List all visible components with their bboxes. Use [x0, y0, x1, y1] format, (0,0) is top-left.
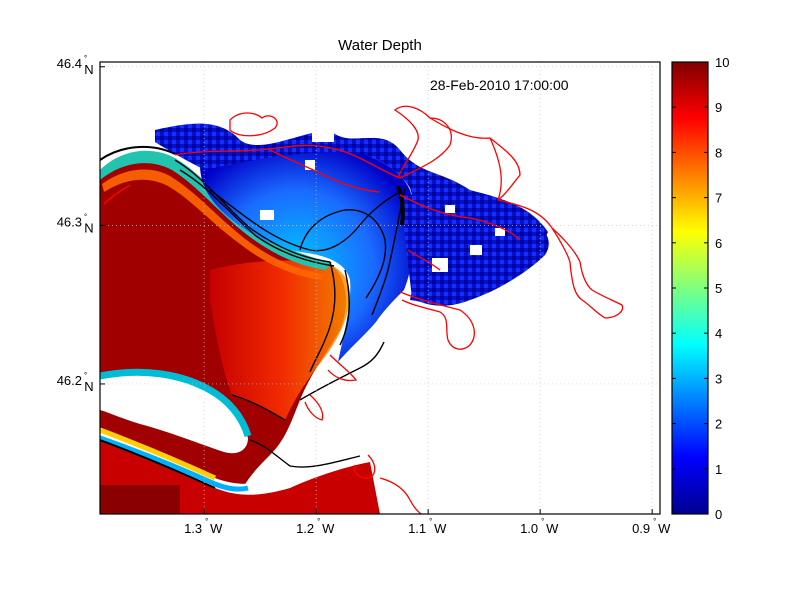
southwest-deep-patch: [100, 485, 180, 514]
colorbar-tick-label: 8: [715, 145, 722, 160]
colorbar: [671, 61, 709, 515]
depth-map: [100, 62, 660, 514]
x-tick-label: 1.0: [520, 521, 538, 536]
depth-contours: [174, 159, 406, 468]
x-axis: 1.3 ° W 1.2 ° W 1.1 ° W 1.0 ° W 0.9 ° W: [184, 509, 671, 536]
y-tick-degree: °: [84, 212, 87, 221]
colorbar-tick-label: 3: [715, 371, 722, 386]
x-tick-degree: °: [653, 517, 656, 526]
colorbar-tick-label: 7: [715, 191, 722, 206]
y-tick-hemisphere: N: [84, 62, 93, 77]
x-tick-degree: °: [541, 517, 544, 526]
x-tick-degree: °: [317, 517, 320, 526]
southwest-shore-band: [100, 427, 217, 481]
colorbar-tick-label: 2: [715, 417, 722, 432]
bay-shallow-water: [200, 150, 415, 362]
y-tick-label: 46.2: [57, 373, 82, 388]
colorbar-tick-label: 9: [715, 100, 722, 115]
x-tick-hemisphere: W: [210, 521, 223, 536]
colorbar-tick-label: 4: [715, 326, 722, 341]
x-tick-degree: °: [429, 517, 432, 526]
y-tick-degree: °: [84, 54, 87, 63]
coastline-overlay: [103, 105, 624, 514]
grid-lines: [100, 62, 660, 514]
y-tick-degree: °: [84, 371, 87, 380]
x-tick-hemisphere: W: [658, 521, 671, 536]
x-tick-label: 1.3: [184, 521, 202, 536]
colorbar-tick-label: 5: [715, 281, 722, 296]
colorbar-tick-label: 0: [715, 507, 722, 522]
flats-gaps: [260, 120, 505, 272]
bay-mouth-water: [210, 260, 351, 420]
southwest-depth-contour: [100, 439, 216, 489]
river-channel: [396, 185, 405, 226]
y-tick-hemisphere: N: [84, 379, 93, 394]
southwest-shore-band-blue: [100, 435, 249, 492]
x-tick-label: 0.9: [632, 521, 650, 536]
chart-title: Water Depth: [338, 37, 422, 54]
north-shore-orange-band: [102, 169, 324, 280]
x-tick-label: 1.2: [296, 521, 314, 536]
x-tick-hemisphere: W: [546, 521, 559, 536]
x-tick-label: 1.1: [408, 521, 426, 536]
x-tick-hemisphere: W: [322, 521, 335, 536]
colorbar-tick-label: 10: [715, 55, 729, 70]
y-tick-label: 46.3: [57, 214, 82, 229]
plot-frame: [99, 61, 661, 515]
y-tick-label: 46.4: [57, 56, 82, 71]
y-tick-hemisphere: N: [84, 220, 93, 235]
north-coast-line: [100, 145, 176, 161]
colorbar-tick-label: 6: [715, 236, 722, 251]
south-island-shore: [100, 368, 252, 438]
colorbar-axis: 0 1 2 3 4 5 6 7 8 9 10: [672, 55, 729, 522]
x-tick-degree: °: [205, 517, 208, 526]
x-tick-hemisphere: W: [434, 521, 447, 536]
colorbar-tick-label: 1: [715, 462, 722, 477]
y-axis: 46.4 °N46.3 °N46.2 °N: [57, 54, 105, 394]
timestamp-label: 28-Feb-2010 17:00:00: [430, 77, 569, 93]
